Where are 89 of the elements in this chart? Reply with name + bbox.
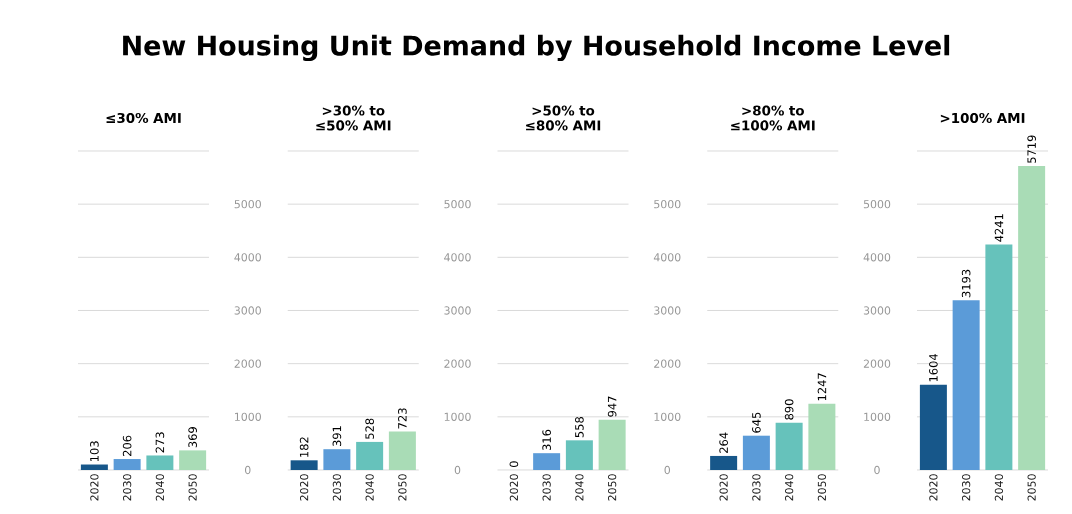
x-tick-label: 2020 bbox=[90, 474, 99, 501]
data-label: 3193 bbox=[961, 269, 971, 298]
y-tick-label: 3000 bbox=[444, 306, 471, 315]
data-label: 4241 bbox=[994, 214, 1004, 242]
bar bbox=[356, 441, 384, 470]
data-label: 558 bbox=[575, 417, 584, 438]
x-tick-label: 2050 bbox=[1027, 474, 1036, 501]
data-label: 528 bbox=[365, 418, 374, 439]
x-tick-label: 2040 bbox=[994, 474, 1004, 501]
x-tick-label: 2020 bbox=[929, 474, 938, 501]
bar bbox=[323, 449, 351, 470]
data-label: 645 bbox=[752, 412, 761, 433]
x-tick-label: 2050 bbox=[608, 474, 617, 501]
data-label: 723 bbox=[398, 408, 407, 429]
y-tick-label: 3000 bbox=[863, 306, 891, 315]
data-label: 103 bbox=[90, 441, 99, 462]
bar bbox=[598, 419, 626, 470]
y-tick-label: 4000 bbox=[863, 253, 891, 262]
bar bbox=[985, 244, 1013, 470]
y-tick-label: 1000 bbox=[864, 412, 891, 421]
x-tick-label: 2020 bbox=[300, 474, 309, 501]
bar bbox=[80, 464, 108, 470]
bar bbox=[113, 459, 141, 470]
data-label: 369 bbox=[188, 427, 197, 448]
y-tick-label: 4000 bbox=[444, 253, 471, 262]
y-tick-label: 5000 bbox=[234, 200, 261, 209]
y-tick-label: 0 bbox=[454, 465, 461, 475]
x-tick-label: 2050 bbox=[398, 474, 407, 501]
y-tick-label: 3000 bbox=[654, 306, 681, 315]
bar bbox=[952, 300, 980, 470]
data-label: 1604 bbox=[929, 354, 938, 382]
chart-subtitle: ≤30% AMI bbox=[106, 112, 181, 124]
bar bbox=[179, 450, 207, 470]
data-label: 5719 bbox=[1027, 135, 1036, 163]
data-label: 316 bbox=[542, 429, 551, 451]
y-tick-label: 2000 bbox=[234, 359, 261, 368]
y-tick-label: 1000 bbox=[654, 412, 681, 421]
x-tick-label: 2050 bbox=[188, 474, 197, 501]
chart-title: >50% to ≤80% AMI bbox=[526, 105, 601, 131]
x-tick-label: 2020 bbox=[509, 474, 519, 501]
y-tick-label: 1000 bbox=[444, 412, 471, 421]
data-label: 890 bbox=[784, 399, 794, 420]
x-tick-label: 2050 bbox=[817, 474, 827, 501]
y-tick-label: 4000 bbox=[653, 253, 681, 262]
chart-title: >30% to ≤50% AMI bbox=[316, 105, 391, 131]
y-tick-label: 0 bbox=[664, 465, 671, 475]
y-tick-label: 1000 bbox=[235, 412, 261, 421]
y-tick-label: 2000 bbox=[654, 359, 681, 368]
x-tick-label: 2040 bbox=[365, 474, 374, 501]
bar bbox=[919, 384, 947, 470]
data-label: 0 bbox=[509, 461, 519, 468]
data-label: 391 bbox=[332, 426, 342, 447]
bar bbox=[533, 453, 561, 470]
x-tick-label: 2030 bbox=[752, 474, 761, 501]
bar bbox=[565, 440, 593, 470]
y-tick-label: 5000 bbox=[863, 200, 891, 209]
data-label: 264 bbox=[719, 432, 728, 453]
bar bbox=[146, 455, 174, 470]
x-tick-label: 2040 bbox=[155, 474, 165, 501]
y-tick-label: 0 bbox=[874, 465, 880, 475]
y-tick-label: 0 bbox=[244, 465, 251, 475]
y-tick-label: 5000 bbox=[654, 200, 681, 209]
chart-title: >100% AMI bbox=[940, 112, 1025, 124]
data-label: 206 bbox=[122, 435, 132, 456]
bar bbox=[742, 435, 770, 470]
y-tick-label: 3000 bbox=[234, 306, 261, 315]
y-tick-label: 5000 bbox=[444, 200, 471, 209]
x-tick-label: 2020 bbox=[719, 474, 728, 501]
bar bbox=[388, 431, 416, 470]
x-tick-label: 2030 bbox=[332, 474, 342, 501]
data-label: 1247 bbox=[817, 373, 827, 401]
x-tick-label: 2030 bbox=[962, 474, 971, 501]
x-tick-label: 2030 bbox=[123, 474, 132, 501]
bar bbox=[710, 455, 738, 470]
data-label: 182 bbox=[299, 437, 309, 457]
x-tick-label: 2040 bbox=[785, 474, 794, 501]
text: New Housing Unit Demand by Household Income Level bbox=[123, 34, 950, 62]
chart-title: >80% to ≤100% AMI bbox=[731, 105, 815, 131]
bar bbox=[290, 460, 318, 470]
x-tick-label: 2030 bbox=[542, 474, 551, 501]
y-tick-label: 2000 bbox=[863, 359, 891, 368]
x-tick-label: 2040 bbox=[575, 474, 584, 501]
y-tick-label: 4000 bbox=[234, 253, 261, 262]
bar bbox=[808, 403, 836, 470]
y-tick-label: 2000 bbox=[444, 359, 471, 368]
data-label: 273 bbox=[155, 432, 165, 453]
data-label: 947 bbox=[607, 396, 617, 417]
bar bbox=[1018, 165, 1046, 470]
bar bbox=[775, 422, 803, 470]
